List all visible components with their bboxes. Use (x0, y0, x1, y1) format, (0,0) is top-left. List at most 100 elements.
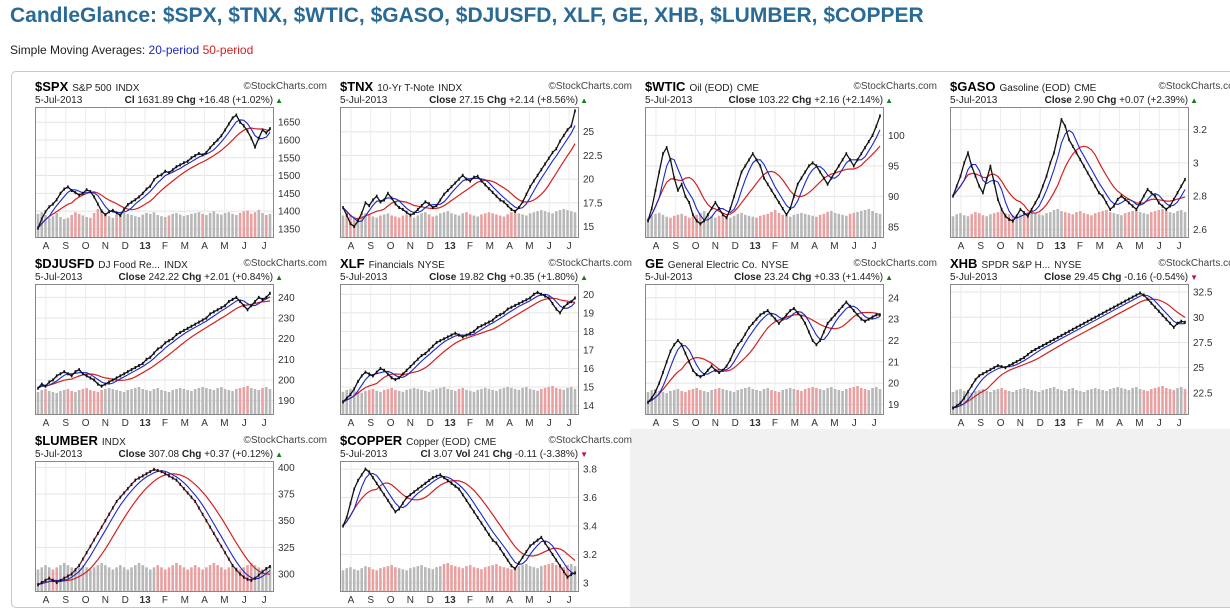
chart-panel[interactable]: $SPX S&P 500 INDX ©StockCharts.com 5-Jul-201… (35, 78, 335, 254)
volume-bar (66, 389, 70, 414)
x-tick-label: S (367, 241, 374, 252)
y-tick-label: 3.2 (583, 550, 597, 561)
chart-symbol[interactable]: $DJUSFD (35, 256, 95, 271)
volume-bar (483, 567, 487, 591)
y-tick-label: 17.5 (583, 198, 603, 209)
sma-20-link[interactable]: 20-period (148, 43, 200, 57)
chart-panel[interactable]: $COPPER Copper (EOD) CME ©StockCharts.com 5-… (340, 432, 640, 608)
y-tick-label: 25 (583, 127, 595, 138)
y-tick-label: 23 (888, 315, 900, 326)
volume-bar (1112, 388, 1116, 414)
chart-symbol[interactable]: XHB (950, 256, 978, 271)
stat-value: +2.16 (+2.14%) (814, 95, 884, 106)
volume-bar (1116, 214, 1119, 237)
chart-symbol[interactable]: $COPPER (340, 433, 403, 448)
x-tick-label: M (220, 241, 228, 252)
volume-bar (483, 213, 487, 237)
x-tick-label: M (181, 418, 189, 429)
volume-bar (1108, 212, 1112, 237)
volume-bar (92, 391, 96, 414)
volume-bar (386, 388, 390, 414)
volume-bar (959, 213, 962, 237)
chart-panel[interactable]: $DJUSFD DJ Food Re... INDX ©StockCharts.com… (35, 255, 335, 431)
x-tick-label: S (977, 418, 984, 429)
volume-bar (197, 388, 201, 414)
volume-bar (1172, 390, 1176, 414)
volume-bar (141, 565, 145, 591)
volume-bar (755, 217, 758, 237)
chart-header: $COPPER Copper (EOD) CME ©StockCharts.com (340, 433, 640, 448)
volume-bar (751, 389, 755, 414)
x-tick-label: A (1116, 241, 1123, 252)
volume-bar (405, 570, 408, 591)
chart-panel[interactable]: $WTIC Oil (EOD) CME ©StockCharts.com 5-Jul-2… (645, 78, 945, 254)
volume-bar (364, 390, 367, 414)
price-chart[interactable]: 3 3.2 3.4 3.6 3.8 A S O N D 13 F M A M J J (340, 461, 622, 607)
volume-bar (691, 389, 695, 414)
chart-symbol[interactable]: $TNX (340, 79, 374, 94)
price-chart[interactable]: 2.6 2.8 3 3.2 A S O N D 13 F M A M J J (950, 107, 1230, 253)
price-chart[interactable]: 85 90 95 100 A S O N D 13 F M A M J J (645, 107, 927, 253)
volume-bar (874, 212, 878, 237)
x-tick-label: D (427, 595, 434, 606)
volume-bar (717, 215, 721, 237)
x-tick-label: A (506, 241, 513, 252)
sma-50-link[interactable]: 50-period (202, 43, 254, 57)
chart-stat-values: Close 23.24 Chg +0.33 (+1.44%) ▲ (734, 272, 893, 283)
stat-label: Cl (124, 95, 135, 106)
chart-symbol[interactable]: GE (645, 256, 664, 271)
volume-bar (766, 213, 770, 237)
volume-bar (672, 215, 676, 237)
volume-bar (1168, 212, 1172, 237)
volume-bar (476, 568, 479, 591)
y-tick-label: 3 (1193, 158, 1199, 169)
x-tick-label: D (1037, 241, 1044, 252)
price-chart[interactable]: 1350 1400 1450 1500 1550 1600 1650 A S O N D 13 F M A M J… (35, 107, 317, 253)
volume-bar (453, 214, 457, 237)
watermark: ©StockCharts.com (548, 81, 632, 92)
volume-bar (695, 214, 698, 237)
volume-bar (803, 389, 807, 414)
chart-symbol[interactable]: $SPX (35, 79, 69, 94)
chart-exchange: NYSE (1054, 260, 1082, 271)
price-chart[interactable]: 22.5 25 27.5 30 32.5 A S O N D 13 F M A M J J (950, 284, 1230, 430)
x-tick-label: J (567, 595, 572, 606)
volume-bar (551, 563, 554, 591)
volume-bar (1019, 214, 1022, 237)
chart-panel[interactable]: GE General Electric Co. NYSE ©StockCharts.c… (645, 255, 945, 431)
volume-bar (773, 391, 777, 414)
chart-symbol[interactable]: XLF (340, 256, 365, 271)
chart-symbol[interactable]: $GASO (950, 79, 996, 94)
volume-bar (672, 390, 676, 414)
x-tick-label: J (567, 241, 572, 252)
volume-bar (770, 390, 773, 414)
price-chart[interactable]: 19 20 21 22 23 24 A S O N D 13 F M A M J J (645, 284, 927, 430)
chart-symbol[interactable]: $LUMBER (35, 433, 98, 448)
volume-bar (461, 568, 465, 591)
volume-bar (845, 215, 848, 237)
sma-50-line (37, 127, 271, 229)
volume-bar (141, 214, 145, 237)
y-tick-label: 3.6 (583, 493, 597, 504)
chart-panel[interactable]: $TNX 10-Yr T-Note INDX ©StockCharts.com 5-Ju… (340, 78, 640, 254)
price-chart[interactable]: 14 15 16 17 18 19 20 A S O N D 13 F M A M J J (340, 284, 622, 430)
chart-symbol[interactable]: $WTIC (645, 79, 686, 94)
chart-panel[interactable]: $LUMBER INDX ©StockCharts.com 5-Jul-2013 Clo… (35, 432, 335, 608)
volume-bar (257, 209, 261, 237)
price-chart[interactable]: 190 200 210 220 230 240 A S O N D 13 F M A M J J (35, 284, 317, 430)
volume-bar (390, 215, 393, 237)
volume-bar (1052, 387, 1056, 414)
price-chart[interactable]: 15 17.5 20 22.5 25 A S O N D 13 F M A M J J (340, 107, 622, 253)
sma-20-line (952, 294, 1186, 409)
volume-bar (216, 213, 219, 237)
stat-value: 27.15 (459, 95, 485, 106)
stat-label: Chg (1096, 95, 1117, 106)
volume-bar (1022, 213, 1026, 237)
chart-panel[interactable]: XLF Financials NYSE ©StockCharts.com 5-Jul-2… (340, 255, 640, 431)
volume-bar (212, 211, 216, 237)
price-chart[interactable]: 300 325 350 375 400 A S O N D 13 F M A M J J (35, 461, 317, 607)
volume-bar (867, 209, 871, 237)
volume-bar (1015, 216, 1018, 237)
